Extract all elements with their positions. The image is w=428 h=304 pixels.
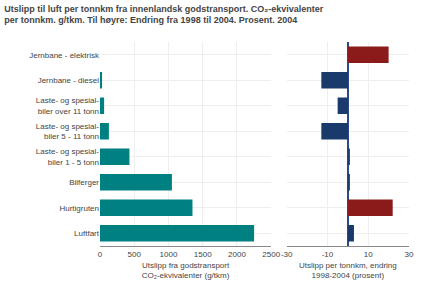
svg-text:Hurtigruten: Hurtigruten [59,204,99,213]
svg-text:-10: -10 [322,250,334,259]
svg-text:Utslipp fra godstransportCO₂-e: Utslipp fra godstransportCO₂-ekvivalente… [142,261,230,280]
svg-text:2500: 2500 [262,250,280,259]
svg-text:Bilferger: Bilferger [69,178,99,187]
svg-text:Utslipp til luft per tonnkm fr: Utslipp til luft per tonnkm fra innenlan… [4,4,324,26]
svg-text:30: 30 [405,250,414,259]
svg-text:1000: 1000 [160,250,178,259]
svg-text:Jernbane - elektrisk: Jernbane - elektrisk [29,51,100,60]
svg-text:Laste- og spesial-biler 5 - 11: Laste- og spesial-biler 5 - 11 tonn [36,122,99,141]
svg-text:1500: 1500 [194,250,212,259]
svg-text:500: 500 [128,250,142,259]
svg-text:-30: -30 [281,250,293,259]
svg-text:Laste- og spesial-biler over 1: Laste- og spesial-biler over 11 tonn [36,96,99,115]
svg-text:Jernbane - diesel: Jernbane - diesel [38,76,100,85]
svg-text:10: 10 [364,250,373,259]
svg-text:0: 0 [98,250,103,259]
svg-text:Luftfart: Luftfart [74,229,100,238]
svg-text:Laste- og spesial-biler 1 - 5: Laste- og spesial-biler 1 - 5 tonn [36,147,99,166]
svg-text:Utslipp per tonnkm, endring199: Utslipp per tonnkm, endring1998-2004 (pr… [299,261,397,280]
svg-text:2000: 2000 [228,250,246,259]
